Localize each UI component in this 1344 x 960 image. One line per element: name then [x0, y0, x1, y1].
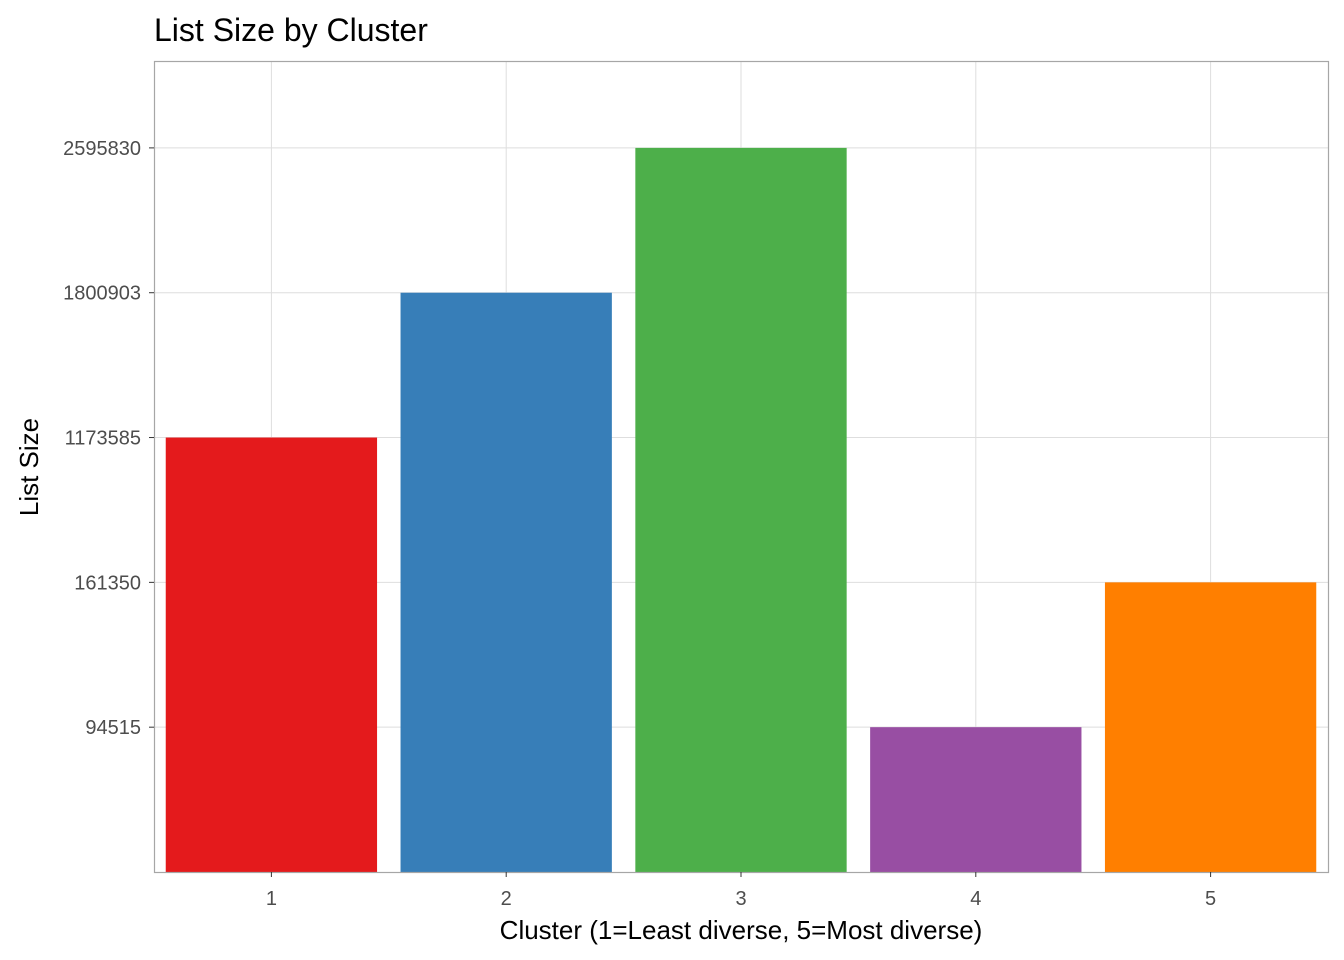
x-axis-ticks: 1 2 3 4 5	[266, 872, 1216, 910]
chart-title: List Size by Cluster	[154, 12, 428, 48]
bar-cluster-1	[165, 437, 378, 872]
bars	[165, 147, 1317, 873]
x-tick-label: 2	[501, 888, 512, 910]
x-tick-label: 1	[266, 888, 277, 910]
bar-cluster-2	[400, 292, 612, 872]
x-tick-label: 4	[970, 888, 981, 910]
y-axis-title: List Size	[14, 418, 44, 516]
bar-cluster-5	[1104, 582, 1317, 872]
y-tick-label: 161350	[74, 572, 141, 594]
y-tick-label: 2595830	[63, 138, 141, 160]
y-tick-label: 1173585	[65, 428, 141, 450]
bar-cluster-4	[870, 727, 1082, 872]
x-tick-label: 5	[1205, 888, 1216, 910]
x-tick-label: 3	[735, 888, 746, 910]
y-tick-label: 94515	[85, 717, 141, 739]
y-axis-ticks: 94515 161350 1173585 1800903 2595830	[63, 138, 154, 739]
y-tick-label: 1800903	[63, 283, 141, 305]
x-axis-title: Cluster (1=Least diverse, 5=Most diverse…	[500, 915, 983, 945]
bar-cluster-3	[635, 147, 847, 873]
